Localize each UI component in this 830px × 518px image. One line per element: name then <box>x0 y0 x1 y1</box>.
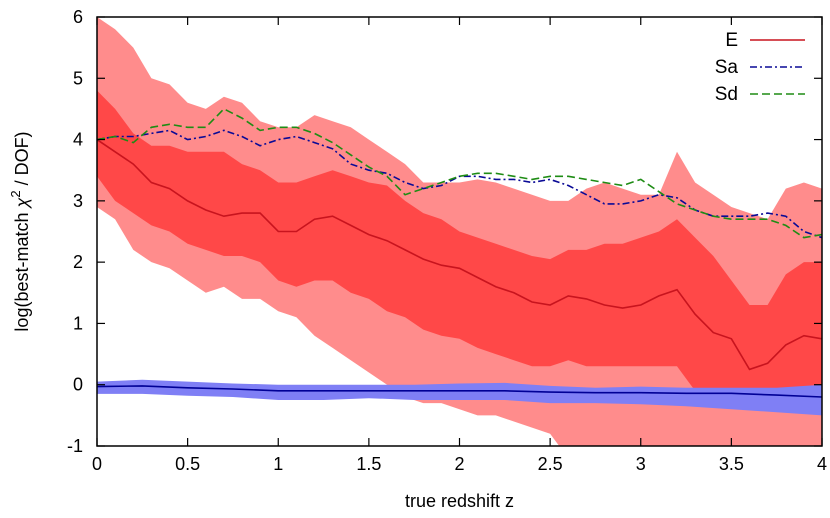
y-tick-label: -1 <box>67 436 83 456</box>
x-tick-label: 2 <box>454 454 464 474</box>
y-tick-label: 6 <box>73 7 83 27</box>
y-tick-label: 2 <box>73 252 83 272</box>
legend-label-e: E <box>725 30 738 51</box>
band-E-inner <box>97 90 822 404</box>
x-tick-label: 4 <box>817 454 827 474</box>
legend: E Sa Sd <box>715 30 805 105</box>
series-line-sd <box>97 107 822 239</box>
y-tick-label: 0 <box>73 375 83 395</box>
x-tick-label: 3.5 <box>719 454 744 474</box>
y-tick-label: 4 <box>73 130 83 150</box>
y-axis-label-superscript: 2 <box>8 190 23 197</box>
legend-label-sa: Sa <box>715 57 739 78</box>
x-tick-label: 3 <box>636 454 646 474</box>
series-line-sa <box>97 129 822 239</box>
bands-layer <box>97 17 822 446</box>
y-axis-label-prefix: log(best-match <box>12 208 32 332</box>
x-axis-label: true redshift z <box>405 491 514 511</box>
y-tick-label: 5 <box>73 68 83 88</box>
y-axis-label: log(best-match χ2 / DOF) <box>8 131 32 331</box>
x-tick-label: 0.5 <box>175 454 200 474</box>
series-layer <box>97 107 822 398</box>
x-tick-label: 0 <box>92 454 102 474</box>
band-blue <box>97 379 822 416</box>
x-tick-label: 1 <box>273 454 283 474</box>
series-line-e <box>97 138 822 371</box>
x-tick-label: 1.5 <box>356 454 381 474</box>
y-tick-label: 1 <box>73 313 83 333</box>
median-line <box>97 385 822 398</box>
y-axis-label-suffix: / DOF) <box>12 131 32 190</box>
x-tick-label: 2.5 <box>538 454 563 474</box>
legend-label-sd: Sd <box>715 84 738 105</box>
y-tick-label: 3 <box>73 191 83 211</box>
ticks-layer: 0 0.5 1 1.5 2 2.5 3 3.5 4 -1 0 1 2 3 4 5 6 <box>67 7 827 474</box>
y-axis-label-chi: χ <box>12 197 32 210</box>
